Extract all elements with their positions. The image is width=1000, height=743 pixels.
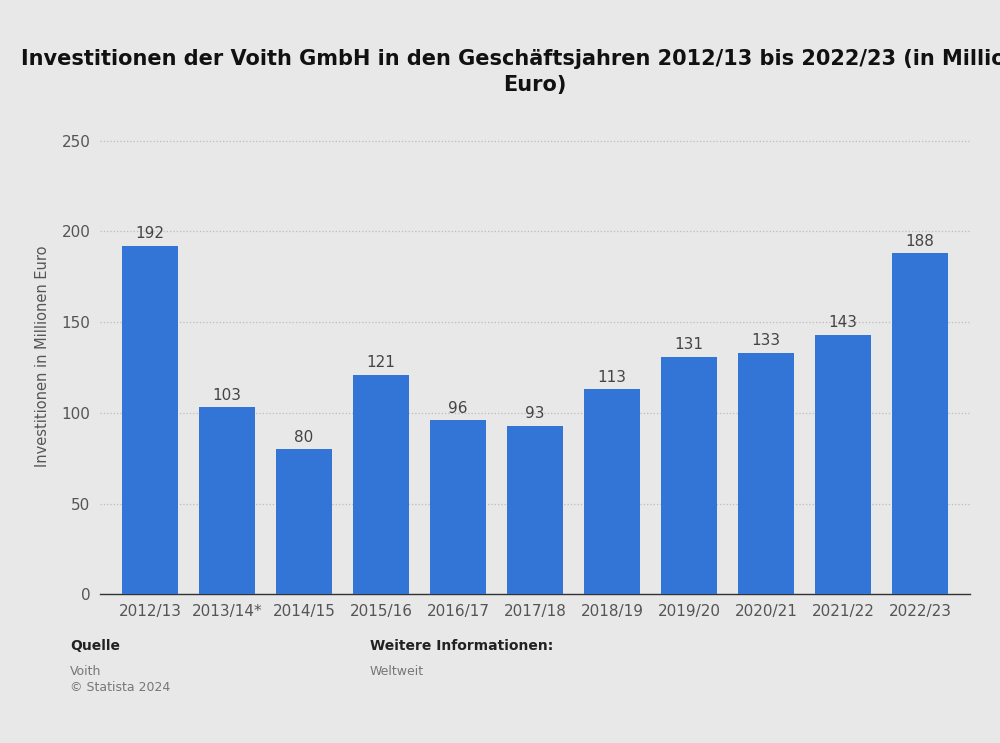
- Text: Weitere Informationen:: Weitere Informationen:: [370, 639, 553, 653]
- Title: Investitionen der Voith GmbH in den Geschäftsjahren 2012/13 bis 2022/23 (in Mill: Investitionen der Voith GmbH in den Gesc…: [21, 49, 1000, 95]
- Text: 93: 93: [525, 406, 545, 421]
- Text: 113: 113: [597, 370, 626, 385]
- Bar: [122, 246, 178, 594]
- Text: Quelle: Quelle: [70, 639, 120, 653]
- Bar: [738, 353, 794, 594]
- Bar: [353, 374, 409, 594]
- Text: Voith: Voith: [70, 665, 101, 678]
- Text: 133: 133: [751, 334, 781, 348]
- Bar: [507, 426, 563, 594]
- Bar: [661, 357, 717, 594]
- Text: 188: 188: [906, 233, 934, 249]
- Y-axis label: Investitionen in Millionen Euro: Investitionen in Millionen Euro: [35, 246, 50, 467]
- Text: 143: 143: [828, 315, 857, 331]
- Bar: [892, 253, 948, 594]
- Bar: [584, 389, 640, 594]
- Text: 96: 96: [448, 400, 468, 415]
- Text: © Statista 2024: © Statista 2024: [70, 681, 170, 694]
- Bar: [276, 450, 332, 594]
- Text: 103: 103: [213, 388, 242, 403]
- Bar: [815, 335, 871, 594]
- Text: 192: 192: [136, 227, 165, 241]
- Bar: [199, 407, 255, 594]
- Text: Weltweit: Weltweit: [370, 665, 424, 678]
- Text: 80: 80: [294, 429, 314, 444]
- Bar: [430, 420, 486, 594]
- Text: 131: 131: [674, 337, 703, 352]
- Text: 121: 121: [367, 355, 395, 370]
